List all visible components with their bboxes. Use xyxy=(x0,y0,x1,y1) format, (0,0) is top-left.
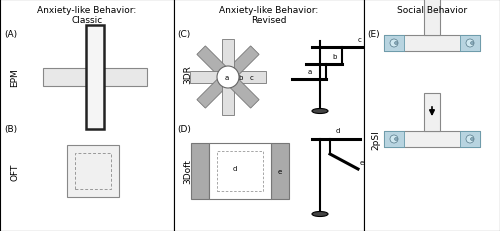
Text: 3Doft: 3Doft xyxy=(184,159,192,184)
Circle shape xyxy=(470,138,474,141)
Bar xyxy=(209,143,271,199)
Circle shape xyxy=(394,42,398,45)
Polygon shape xyxy=(197,47,232,82)
Text: a: a xyxy=(308,69,312,75)
Circle shape xyxy=(217,67,239,89)
Bar xyxy=(364,0,500,231)
Bar xyxy=(271,143,289,199)
Text: (B): (B) xyxy=(4,125,17,134)
Ellipse shape xyxy=(312,109,328,114)
Polygon shape xyxy=(224,73,259,109)
Polygon shape xyxy=(224,47,259,82)
Text: Anxiety-like Behavior:
Classic: Anxiety-like Behavior: Classic xyxy=(38,6,136,25)
Text: b: b xyxy=(239,75,243,81)
Polygon shape xyxy=(197,73,232,109)
Text: EPM: EPM xyxy=(10,68,20,87)
Bar xyxy=(67,145,119,197)
Bar xyxy=(0,0,174,231)
Circle shape xyxy=(470,42,474,45)
Circle shape xyxy=(390,40,398,48)
Text: (A): (A) xyxy=(4,30,17,39)
Bar xyxy=(384,131,480,147)
Bar xyxy=(75,153,111,189)
Text: e: e xyxy=(278,168,282,174)
Text: (D): (D) xyxy=(177,125,191,134)
Bar xyxy=(217,151,263,191)
Text: OFT: OFT xyxy=(10,163,20,180)
Text: 3DR: 3DR xyxy=(184,65,192,84)
Polygon shape xyxy=(228,72,266,84)
Text: (E): (E) xyxy=(367,30,380,39)
Bar xyxy=(384,36,404,52)
Circle shape xyxy=(466,135,474,143)
Text: d: d xyxy=(233,165,237,171)
Bar xyxy=(384,36,480,52)
Text: (C): (C) xyxy=(177,30,190,39)
Bar xyxy=(424,94,440,131)
Circle shape xyxy=(466,40,474,48)
Ellipse shape xyxy=(312,212,328,217)
Bar xyxy=(384,131,404,147)
Bar xyxy=(460,36,480,52)
Bar xyxy=(460,131,480,147)
Bar xyxy=(191,143,209,199)
Polygon shape xyxy=(222,40,234,78)
Text: c: c xyxy=(250,75,254,81)
Text: b: b xyxy=(333,54,337,60)
Circle shape xyxy=(394,138,398,141)
Text: Anxiety-like Behavior:
Revised: Anxiety-like Behavior: Revised xyxy=(220,6,318,25)
Polygon shape xyxy=(190,72,228,84)
Text: c: c xyxy=(358,37,362,43)
Text: Social Behavior: Social Behavior xyxy=(397,6,467,15)
Text: d: d xyxy=(336,128,340,134)
Polygon shape xyxy=(222,78,234,116)
Bar xyxy=(86,26,104,129)
Bar xyxy=(424,0,440,36)
Bar xyxy=(43,69,147,87)
Bar xyxy=(174,0,364,231)
Circle shape xyxy=(390,135,398,143)
Text: a: a xyxy=(225,75,229,81)
Text: 2pSI: 2pSI xyxy=(372,130,380,149)
Text: e: e xyxy=(360,159,364,165)
